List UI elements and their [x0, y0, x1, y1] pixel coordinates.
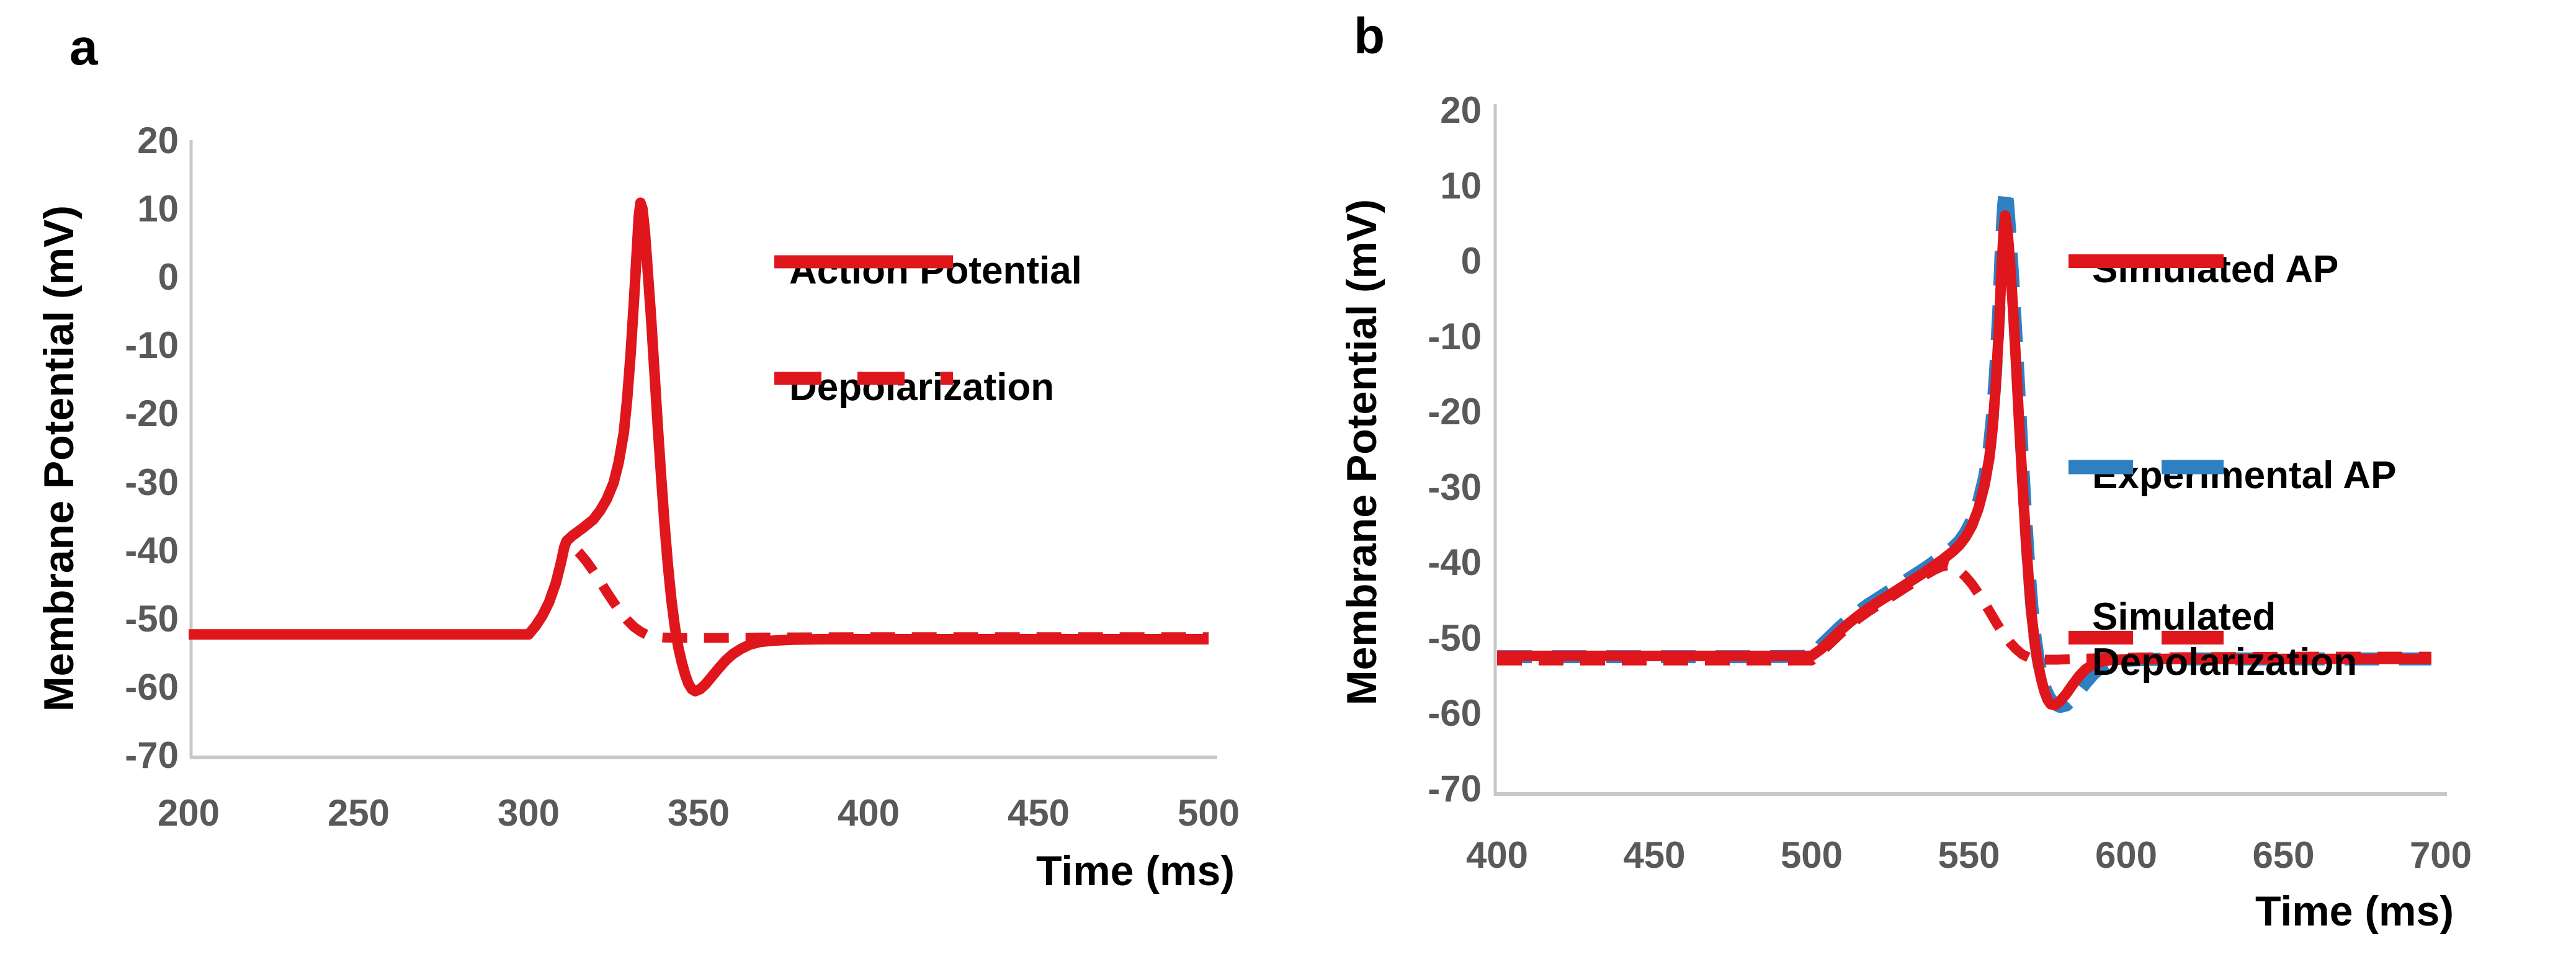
legend-label-depolarization: Depolarization	[789, 366, 1055, 409]
panel-a-y-tick-label: 10	[137, 188, 179, 230]
panel-a-y-tick-label: -40	[125, 529, 179, 571]
panel-a-x-tick-label: 250	[327, 792, 390, 834]
panel-a-y-tick-label: -50	[125, 597, 179, 640]
panel-b-x-tick-label: 400	[1465, 834, 1529, 876]
panel-b-x-tick-label: 550	[1938, 834, 2000, 876]
panel-a-y-tick-label: -60	[125, 666, 179, 708]
panel-b-y-tick-label: -60	[1428, 692, 1482, 734]
panel-a-x-tick-label: 450	[1007, 792, 1070, 834]
legend-item-depolarization: Depolarization	[772, 365, 1054, 410]
panel-b-y-tick-label: -10	[1428, 315, 1482, 357]
panel-b-x-tick-label: 650	[2252, 834, 2315, 876]
panel-b-x-tick-label: 450	[1623, 834, 1686, 876]
series-line-action-potential	[189, 197, 1209, 697]
panel-b-y-tick-label: -40	[1428, 542, 1482, 584]
panel-b-x-tick-label: 600	[2095, 834, 2158, 876]
solid-red-line-icon	[774, 255, 953, 269]
dashed-red-line-icon	[774, 372, 953, 385]
dashed-red-line-icon	[2068, 631, 2224, 645]
panel-b-y-tick-label: -30	[1428, 466, 1482, 508]
panel-b-letter: b	[1354, 8, 1385, 65]
series-line-simulated-ap	[1497, 210, 2431, 710]
panel-a-y-tick-label: -70	[125, 734, 179, 776]
series-line-depolarization	[189, 537, 1209, 643]
panel-b-y-tick-label: -20	[1428, 391, 1482, 433]
panel-b-x-axis-title: Time (ms)	[2255, 888, 2454, 935]
panel-a-x-tick-label: 350	[667, 792, 730, 834]
solid-red-line-icon	[2068, 254, 2224, 268]
legend-item-experimental-ap: Experimental AP	[2066, 453, 2396, 498]
panel-b-y-tick-label: 10	[1440, 164, 1482, 207]
panel-a-y-tick-label: 20	[137, 120, 179, 161]
panel-b-y-tick-label: -50	[1428, 617, 1482, 659]
dashed-blue-line-icon	[2068, 460, 2224, 475]
legend-item-simulated-depolarization: Simulated Depolarization	[2066, 594, 2357, 685]
series-line-simulated-depolarization	[1497, 560, 2431, 666]
panel-a-x-axis-title: Time (ms)	[1036, 847, 1235, 894]
panel-a-x-tick-label: 300	[497, 792, 560, 834]
panel-b-y-tick-label: -70	[1428, 768, 1482, 810]
panel-a-y-tick-label: -20	[125, 393, 179, 435]
panel-a-y-tick-label: 0	[158, 256, 179, 298]
panel-a-x-tick-label: 500	[1177, 792, 1240, 834]
legend-label-experimental-ap: Experimental AP	[2092, 454, 2397, 497]
panel-b-y-tick-label: 0	[1460, 240, 1482, 282]
panel-a-letter: a	[69, 19, 98, 76]
panel-a-y-tick-label: -30	[125, 461, 179, 503]
panel-a-x-tick-label: 400	[837, 792, 900, 834]
panel-b-x-tick-label: 700	[2409, 834, 2472, 876]
panel-a-x-tick-label: 200	[157, 792, 220, 834]
panel-b-y-tick-label: 20	[1440, 89, 1482, 131]
legend-item-simulated-ap: Simulated AP	[2066, 247, 2338, 292]
panel-a-y-tick-label: -10	[125, 324, 179, 367]
legend-item-action-potential: Action Potential	[772, 248, 1082, 293]
panel-b-x-tick-label: 500	[1780, 834, 1843, 876]
